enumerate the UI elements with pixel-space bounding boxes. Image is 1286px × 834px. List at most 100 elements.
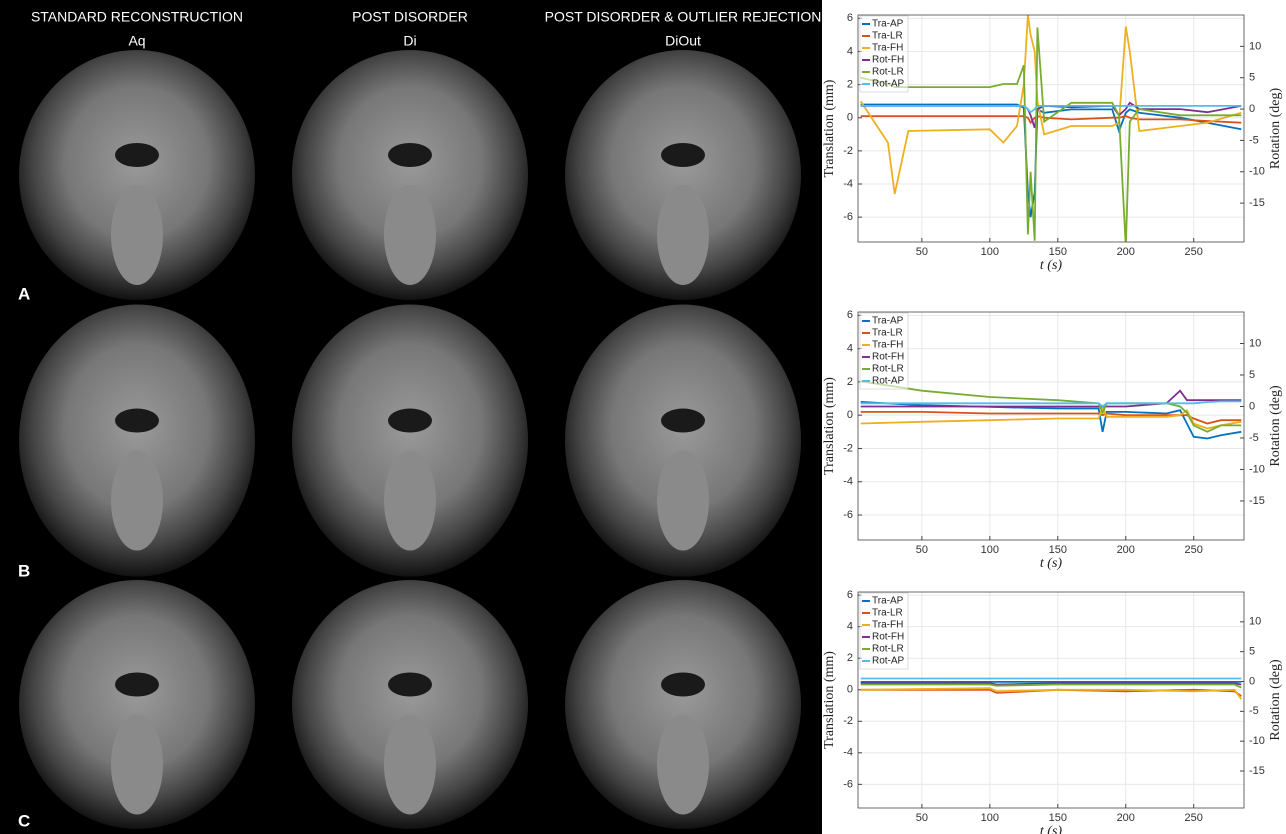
y-tick-label: 6 [847, 589, 853, 601]
legend-label: Tra-FH [872, 43, 903, 54]
x-tick-label: 150 [1049, 812, 1067, 824]
mri-brainstem [657, 451, 709, 551]
mri-brainstem [384, 451, 436, 551]
x-axis-label: t (s) [1040, 258, 1063, 273]
y-tick-label: 0 [847, 112, 853, 124]
x-tick-label: 200 [1117, 246, 1135, 258]
mri-brainstem [657, 715, 709, 815]
y-tick-label: 2 [847, 652, 853, 664]
mri-brainstem [384, 715, 436, 815]
y2-tick-label: 5 [1249, 72, 1255, 84]
legend-label: Tra-LR [872, 328, 903, 339]
y2-tick-label: -10 [1249, 463, 1265, 475]
y2-tick-label: -15 [1249, 197, 1265, 209]
legend-label: Tra-AP [872, 596, 904, 607]
panel-label: A [18, 284, 30, 303]
legend-label: Tra-LR [872, 31, 903, 42]
x-tick-label: 100 [981, 812, 999, 824]
legend-label: Rot-AP [872, 79, 905, 90]
column-title: STANDARD RECONSTRUCTION [31, 9, 243, 25]
mri-brainstem [111, 715, 163, 815]
y-tick-label: -6 [843, 509, 853, 521]
x-tick-label: 50 [916, 246, 928, 258]
y-tick-label: -2 [843, 715, 853, 727]
y-tick-label: 4 [847, 45, 853, 57]
y2-tick-label: 10 [1249, 337, 1261, 349]
y2-tick-label: 0 [1249, 675, 1255, 687]
x-tick-label: 200 [1117, 544, 1135, 556]
legend-label: Rot-FH [872, 352, 904, 363]
y2-tick-label: 10 [1249, 40, 1261, 52]
column-subtitle: Di [403, 33, 416, 49]
legend-label: Tra-AP [872, 316, 904, 327]
column-subtitle: DiOut [665, 33, 701, 49]
y2-tick-label: -5 [1249, 432, 1259, 444]
y-tick-label: 4 [847, 621, 853, 633]
legend-label: Rot-LR [872, 67, 904, 78]
plot-area [858, 15, 1244, 242]
y2-tick-label: 5 [1249, 369, 1255, 381]
column-subtitle: Aq [128, 33, 145, 49]
mri-brainstem [657, 185, 709, 285]
y-tick-label: 6 [847, 309, 853, 321]
mri-ventricle [115, 409, 159, 433]
y-tick-label: -4 [843, 747, 853, 759]
y-tick-label: 2 [847, 78, 853, 90]
x-tick-label: 250 [1185, 812, 1203, 824]
y2-axis-label: Rotation (deg) [1268, 385, 1283, 467]
y2-tick-label: 10 [1249, 616, 1261, 628]
x-tick-label: 50 [916, 812, 928, 824]
y2-tick-label: -10 [1249, 166, 1265, 178]
y2-axis-label: Rotation (deg) [1268, 88, 1283, 170]
x-tick-label: 100 [981, 544, 999, 556]
y-tick-label: -4 [843, 178, 853, 190]
y2-tick-label: -10 [1249, 735, 1265, 747]
mri-ventricle [388, 143, 432, 167]
y2-tick-label: -15 [1249, 495, 1265, 507]
y2-tick-label: 0 [1249, 103, 1255, 115]
y-tick-label: 0 [847, 409, 853, 421]
legend-label: Tra-AP [872, 19, 904, 30]
y2-tick-label: 0 [1249, 400, 1255, 412]
mri-brainstem [384, 185, 436, 285]
panel-label: B [18, 561, 30, 580]
mri-ventricle [388, 409, 432, 433]
y-tick-label: -6 [843, 211, 853, 223]
y2-tick-label: -5 [1249, 134, 1259, 146]
y-axis-label: Translation (mm) [822, 79, 837, 177]
y-axis-label: Translation (mm) [822, 377, 837, 475]
panel-label: C [18, 811, 30, 830]
legend-label: Tra-FH [872, 620, 903, 631]
x-tick-label: 250 [1185, 246, 1203, 258]
legend-label: Rot-AP [872, 656, 905, 667]
mri-ventricle [115, 143, 159, 167]
mri-brainstem [111, 451, 163, 551]
legend-label: Tra-LR [872, 608, 903, 619]
mri-ventricle [661, 143, 705, 167]
y2-tick-label: 5 [1249, 646, 1255, 658]
legend-label: Rot-FH [872, 55, 904, 66]
x-tick-label: 150 [1049, 246, 1067, 258]
legend-label: Rot-FH [872, 632, 904, 643]
figure: STANDARD RECONSTRUCTION Aq POST DISORDER… [0, 0, 1286, 834]
y-tick-label: 4 [847, 343, 853, 355]
x-tick-label: 150 [1049, 544, 1067, 556]
column-title: POST DISORDER [352, 9, 468, 25]
y2-tick-label: -5 [1249, 705, 1259, 717]
mri-brainstem [111, 185, 163, 285]
x-axis-label: t (s) [1040, 556, 1063, 571]
mri-ventricle [388, 673, 432, 697]
legend-label: Tra-FH [872, 340, 903, 351]
column-title: POST DISORDER & OUTLIER REJECTION [545, 9, 822, 25]
y-tick-label: -2 [843, 145, 853, 157]
plot-area [858, 592, 1244, 808]
y-tick-label: -4 [843, 476, 853, 488]
x-axis-label: t (s) [1040, 824, 1063, 834]
y-tick-label: -6 [843, 778, 853, 790]
x-tick-label: 200 [1117, 812, 1135, 824]
mri-ventricle [115, 673, 159, 697]
legend-label: Rot-LR [872, 364, 904, 375]
y-tick-label: 0 [847, 684, 853, 696]
y2-tick-label: -15 [1249, 765, 1265, 777]
y-axis-label: Translation (mm) [822, 651, 837, 749]
